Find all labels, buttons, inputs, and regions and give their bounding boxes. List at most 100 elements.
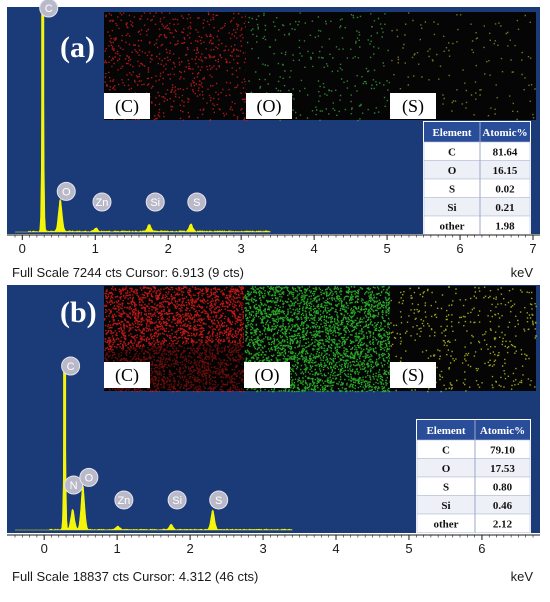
panel-a-status-text: Full Scale 7244 cts Cursor: 6.913 (9 cts… (12, 265, 244, 280)
element-map-label-box: (C) (104, 362, 150, 388)
element-map-label-background (390, 362, 436, 388)
peak-label-zn: Zn (114, 490, 134, 510)
panel-b-element-maps: (C) (O) (S) (104, 286, 538, 393)
table-header-row (417, 420, 530, 440)
peak-label-si: Si (145, 192, 165, 212)
element-map-label-box: (S) (390, 93, 436, 119)
x-axis-tick-label: 1 (92, 241, 99, 256)
element-map: (C) (104, 286, 246, 393)
peak-label-badge (39, 0, 59, 18)
peak-label-badge (114, 490, 134, 510)
panel-b-peak-labels: C NO Zn Si S (61, 356, 229, 510)
element-map-label: (C) (115, 365, 139, 386)
spectrum-area (15, 371, 293, 531)
panel-a-x-axis: 0 1 2 3 4 5 6 7 (7, 234, 540, 256)
table-cell: Si (447, 202, 456, 214)
table-row (416, 495, 531, 515)
table-cell: other (433, 519, 458, 531)
peak-label-badge (145, 192, 165, 212)
table-cell: 0.80 (493, 482, 513, 494)
element-map-label: (O) (257, 96, 282, 117)
table-header-cell: Atomic% (482, 127, 527, 139)
peak-label-text: C (45, 3, 53, 15)
element-map-label: (C) (115, 96, 139, 117)
table-cell: 17.53 (490, 463, 515, 475)
panel-a-label: (a) (60, 31, 95, 64)
table-cell: 0.02 (495, 184, 515, 196)
peak-label-si: Si (167, 490, 187, 510)
peak-label-s: S (209, 490, 229, 510)
x-axis-tick-label: 0 (41, 541, 48, 556)
element-map-pixels (244, 286, 392, 393)
element-map: (O) (244, 286, 392, 393)
panel-b-axis-strip (7, 533, 540, 569)
element-map-label-box: (O) (246, 93, 292, 119)
x-axis-tick-label: 3 (238, 241, 245, 256)
table-cell: O (448, 165, 457, 177)
panel-a-element-maps: (C) (O) (S) (104, 12, 536, 122)
element-map-label-background (244, 362, 290, 388)
peak-label-text: O (62, 186, 71, 198)
peak-label-text: Si (150, 197, 160, 209)
table-cell: C (448, 147, 456, 159)
element-map: (O) (246, 12, 391, 122)
element-map-label-background (246, 93, 292, 119)
table-cell: 81.64 (493, 147, 518, 159)
peak-label-badge (167, 490, 187, 510)
peak-label-badge (209, 490, 229, 510)
panel-a-axis-strip (7, 234, 540, 264)
table-cell: 79.10 (490, 445, 515, 457)
table-cell: S (443, 482, 449, 494)
peak-label-text: S (215, 495, 222, 507)
element-map-label: (S) (402, 96, 424, 117)
peak-label-badge (64, 475, 84, 495)
element-map-label: (O) (255, 365, 280, 386)
table-cell: other (439, 221, 464, 233)
table-header-cell: Element (432, 127, 471, 139)
table-cell: 0.21 (495, 202, 514, 214)
table-row (416, 476, 531, 496)
element-map: (C) (104, 12, 248, 122)
element-map-label-box: (S) (390, 362, 436, 388)
x-axis-tick-label: 4 (332, 541, 339, 556)
x-axis-tick-label: 2 (165, 241, 172, 256)
element-map: (S) (390, 286, 538, 393)
panel-a-spectrum (15, 13, 271, 233)
peak-label-s: S (187, 192, 207, 212)
table-cell: 2.12 (493, 519, 513, 531)
x-axis-tick-label: 2 (186, 541, 193, 556)
table-cell: 0.46 (493, 500, 513, 512)
x-axis-tick-label: 3 (259, 541, 266, 556)
table-cell: C (442, 445, 450, 457)
table-header-cell: Atomic% (480, 425, 525, 437)
panel-b-x-axis-label: keV (511, 569, 534, 584)
x-axis-tick-label: 7 (529, 241, 536, 256)
peak-label-text: Zn (96, 197, 109, 209)
peak-label-text: Si (172, 495, 182, 507)
panel-a-x-axis-label: keV (511, 265, 534, 280)
x-axis-tick-label: 5 (405, 541, 412, 556)
element-map-label-box: (C) (104, 93, 150, 119)
element-map-label-box: (O) (244, 362, 290, 388)
peak-label-badge (61, 356, 81, 376)
peak-label-badge (56, 181, 76, 201)
table-row (416, 513, 531, 533)
panel-a-composition-table: Element Atomic% C 81.64 O 16.15 S 0.02 Si 0.21 oth… (423, 121, 531, 236)
x-axis-tick-label: 6 (456, 241, 463, 256)
table-cell: Si (441, 500, 450, 512)
spectrum-area (15, 13, 271, 233)
peak-label-badge (79, 467, 99, 487)
peak-label-n: N (64, 475, 84, 495)
element-map-pixels (104, 12, 248, 122)
x-axis-tick-label: 0 (19, 241, 26, 256)
x-axis-tick-label: 4 (311, 241, 318, 256)
peak-label-c: C (39, 0, 59, 18)
table-cell: S (449, 184, 455, 196)
peak-label-text: S (193, 197, 200, 209)
peak-label-text: N (70, 480, 78, 492)
element-map-label-background (104, 362, 150, 388)
peak-label-text: Zn (117, 495, 130, 507)
